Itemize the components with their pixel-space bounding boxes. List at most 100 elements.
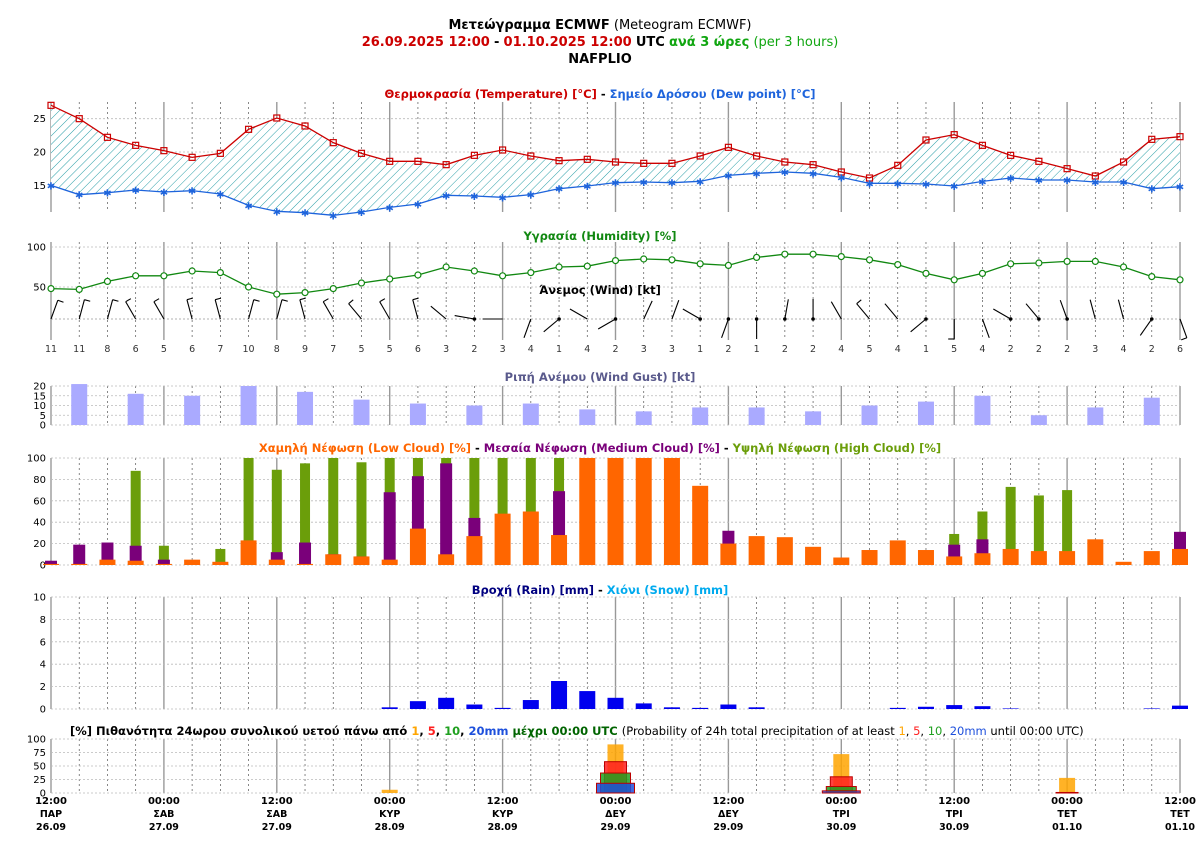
- wind-barb-staff: [1179, 318, 1188, 338]
- medium-cloud-bar: [73, 544, 86, 565]
- wind-speed-label: 2: [1149, 344, 1155, 355]
- temperature-point: [978, 141, 987, 149]
- rain-bar: [409, 701, 426, 709]
- wind-barb-flag: [215, 297, 222, 301]
- wind-barb: [643, 300, 653, 320]
- wind-barb-staff: [348, 303, 362, 320]
- x-axis-time-label: 00:00: [1051, 796, 1083, 807]
- humidity-point: [329, 285, 337, 293]
- dewpoint-point: ✱: [950, 182, 958, 193]
- humidity-point: [103, 277, 112, 285]
- dewpoint-point: ✱: [414, 200, 422, 211]
- wind-barb-staff: [106, 299, 114, 320]
- low-cloud-bar: [1087, 539, 1104, 565]
- temperature-point: [1176, 133, 1184, 141]
- probability-title-part: μέχρι 00:00 UTC: [508, 724, 621, 738]
- wind-speed-label: 7: [330, 344, 336, 355]
- temperature-point: [922, 136, 930, 144]
- title-line: Μετεώγραμμα ECMWF (Meteogram ECMWF): [0, 18, 1200, 34]
- temperature-point: [668, 159, 676, 167]
- x-axis-date-label: 01.10: [1165, 822, 1195, 833]
- rain-bar: [692, 707, 709, 709]
- high-cloud-bar: [130, 470, 141, 565]
- x-axis-time-label: 12:00: [712, 796, 744, 807]
- wind-speed-label: 8: [274, 344, 280, 355]
- wind-barb-staff: [454, 314, 475, 320]
- temperature-point: [640, 159, 648, 167]
- humidity-point: [809, 250, 817, 258]
- probability-title-part: 20mm: [950, 724, 987, 738]
- gust-bar: [579, 409, 596, 425]
- wind-barb: [125, 298, 137, 320]
- dewpoint-point: ✱: [1063, 176, 1071, 187]
- precip-ytick-label: 2: [40, 682, 46, 693]
- wind-barb: [856, 299, 870, 320]
- humidity-ytick-label: 50: [33, 283, 46, 294]
- probability-title-part: 10: [928, 724, 943, 738]
- gust-ytick-label: 15: [33, 391, 46, 402]
- wind-barb: [523, 318, 532, 338]
- wind-barb-calm: [754, 317, 759, 321]
- high-cloud-bar: [271, 469, 282, 565]
- period-utc: UTC: [635, 35, 665, 50]
- gust-bar: [466, 405, 483, 425]
- period-step-english: (per 3 hours): [753, 35, 839, 50]
- precip-title-part: Χιόνι (Snow) [mm]: [607, 583, 729, 597]
- x-axis-date-label: 30.09: [939, 822, 969, 833]
- wind-barb-staff: [993, 308, 1011, 320]
- prob-ytick-label: 0: [40, 789, 46, 800]
- humidity-point: [301, 289, 309, 297]
- dewpoint-point: ✱: [894, 179, 902, 190]
- precip-title-part: -: [594, 583, 607, 597]
- wind-barb-flag: [322, 298, 329, 303]
- wind-speed-label: 2: [782, 344, 788, 355]
- wind-barb-staff: [153, 301, 165, 320]
- wind-barb: [186, 297, 193, 320]
- humidity-point: [781, 250, 789, 258]
- humidity-point: [611, 257, 620, 265]
- temperature-point: [414, 157, 422, 165]
- wind-barb-staff: [412, 299, 419, 320]
- wind-barb: [569, 308, 588, 320]
- x-axis-time-label: 00:00: [374, 796, 406, 807]
- high-cloud-bar: [356, 462, 367, 565]
- low-cloud-bar: [805, 546, 822, 565]
- dewpoint-point: ✱: [244, 201, 252, 212]
- wind-barb-staff: [248, 299, 255, 320]
- wind-barb-staff: [186, 299, 193, 320]
- wind-title-part: Άνεμος (Wind) [kt]: [539, 283, 661, 297]
- x-axis-date-label: 28.09: [375, 822, 405, 833]
- wind-barb-calm: [783, 317, 787, 321]
- wind-barb-staff: [1089, 299, 1096, 320]
- humidity-point: [188, 267, 196, 275]
- dewpoint-point: ✱: [470, 192, 478, 203]
- humidity-point: [668, 256, 676, 264]
- dewpoint-point: ✱: [301, 209, 309, 220]
- temperature-point: [244, 125, 253, 133]
- dewpoint-point: ✱: [1119, 178, 1127, 189]
- low-cloud-bar: [551, 535, 568, 565]
- probability-title-part: ,: [436, 724, 444, 738]
- wind-speed-label: 2: [1008, 344, 1014, 355]
- wind-barb-flag: [379, 298, 386, 303]
- probability-bar-1mm: [381, 789, 398, 793]
- temperature-point: [1148, 135, 1156, 143]
- temperature-point: [781, 158, 789, 166]
- wind-barb: [1117, 299, 1125, 320]
- wind-barb-calm: [1149, 317, 1154, 321]
- humidity-point: [753, 253, 761, 261]
- wind-barb-flag: [281, 299, 288, 302]
- wind-barb: [981, 318, 990, 338]
- x-axis-time-label: 12:00: [1164, 796, 1196, 807]
- wind-barb-staff: [299, 299, 306, 320]
- humidity-point: [865, 256, 874, 264]
- gust-bar: [297, 391, 314, 425]
- wind-speed-label: 5: [387, 344, 393, 355]
- low-cloud-bar: [1143, 551, 1160, 565]
- low-cloud-bar: [155, 563, 172, 565]
- humidity-point: [527, 269, 535, 277]
- low-cloud-bar: [99, 559, 116, 565]
- prob-ytick-label: 25: [33, 775, 46, 786]
- wind-speed-label: 2: [612, 344, 618, 355]
- temperature-title: Θερμοκρασία (Temperature) [°C] - Σημείο …: [384, 87, 815, 101]
